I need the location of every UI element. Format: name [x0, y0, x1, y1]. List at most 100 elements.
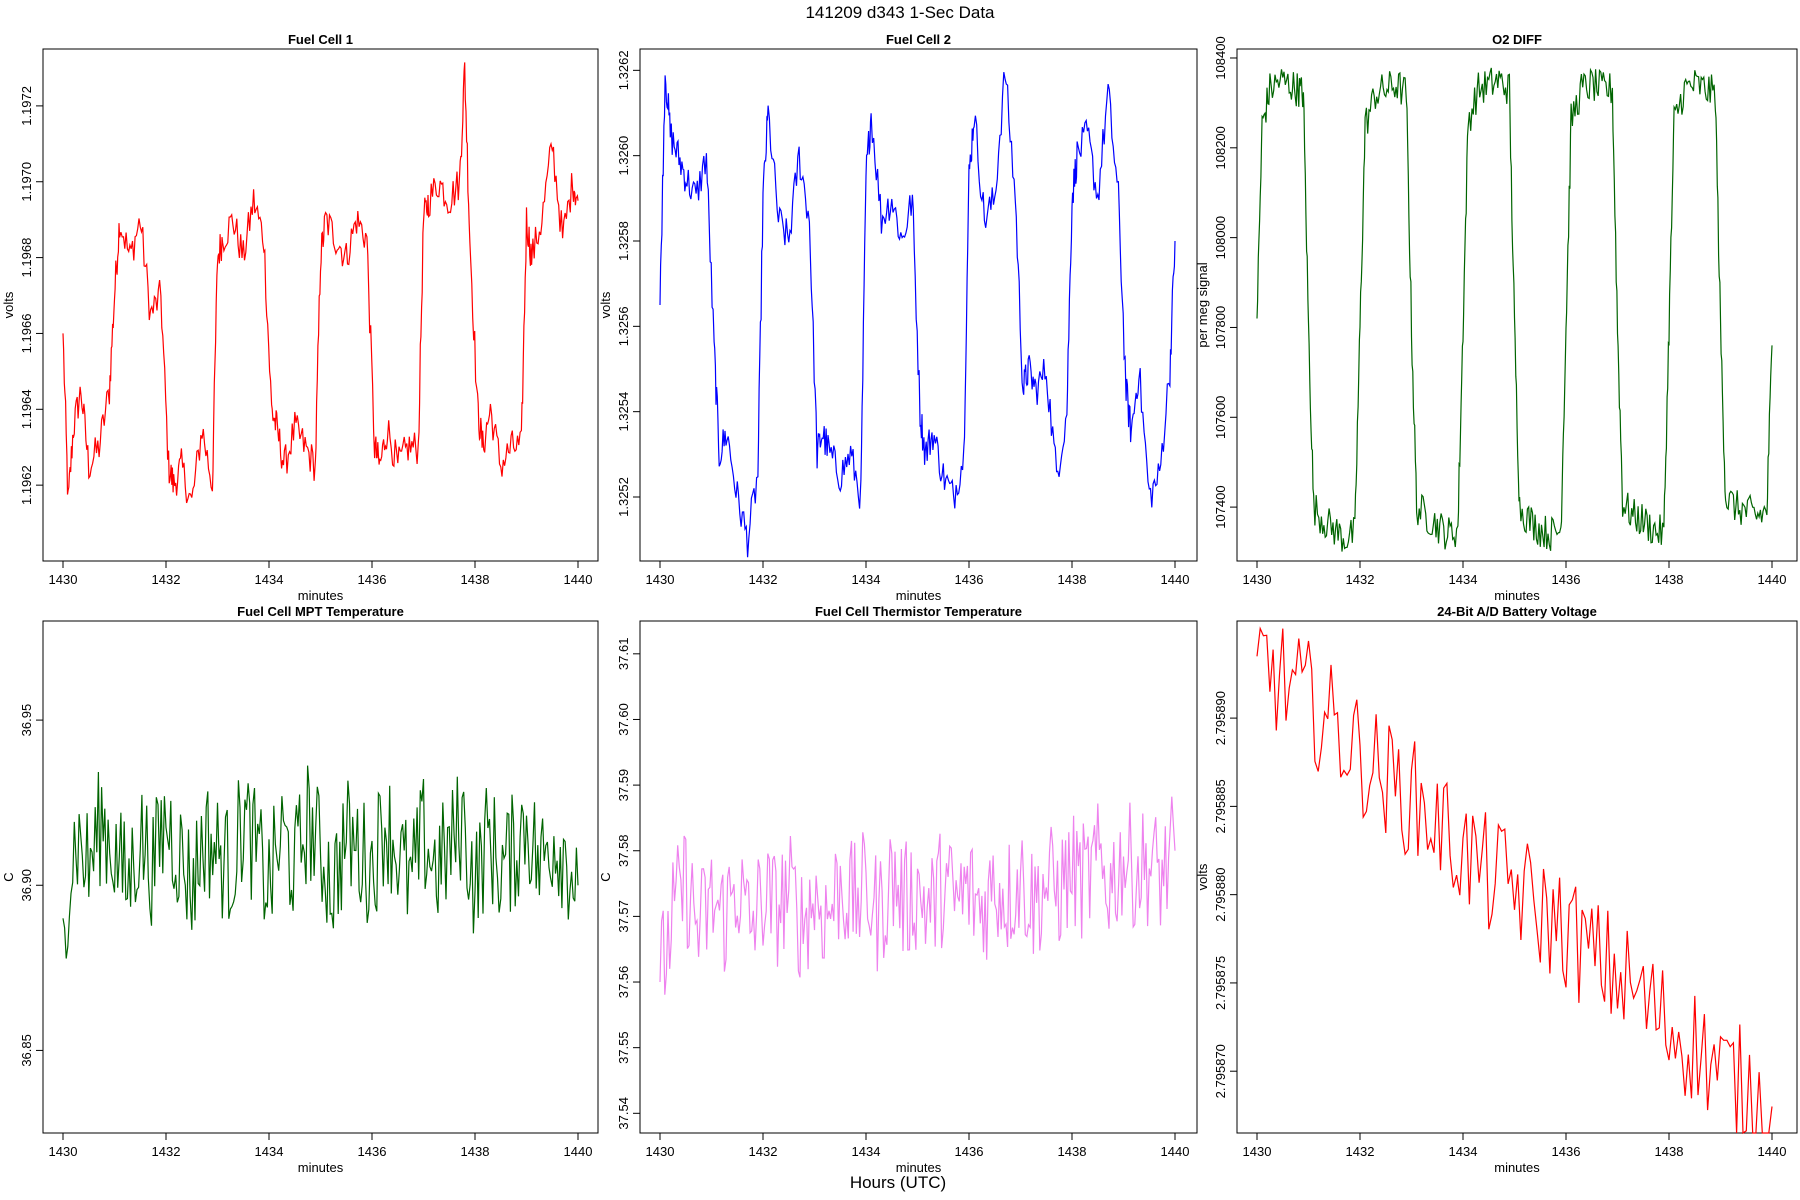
y-axis-label: volts — [598, 291, 613, 318]
y-tick-label: 1.3258 — [616, 221, 631, 261]
x-tick-label: 1438 — [461, 1144, 490, 1159]
y-tick-label: 37.57 — [616, 900, 631, 933]
y-axis-label: C — [1, 872, 16, 881]
y-tick-label: 1.1962 — [19, 465, 34, 505]
x-axis-label: minutes — [1494, 1160, 1540, 1175]
x-tick-label: 1436 — [955, 572, 984, 587]
panel-title: Fuel Cell Thermistor Temperature — [815, 604, 1022, 619]
x-tick-label: 1438 — [1655, 1144, 1684, 1159]
x-tick-label: 1432 — [749, 572, 778, 587]
x-tick-label: 1436 — [358, 572, 387, 587]
y-tick-label: 107800 — [1213, 306, 1228, 349]
x-tick-label: 1440 — [1758, 1144, 1787, 1159]
series-line — [659, 71, 1176, 558]
x-tick-label: 1432 — [749, 1144, 778, 1159]
panel-title: Fuel Cell MPT Temperature — [237, 604, 404, 619]
y-tick-label: 2.795870 — [1213, 1044, 1228, 1098]
x-axis-label: minutes — [896, 1160, 942, 1175]
series-line — [659, 796, 1176, 995]
x-tick-label: 1432 — [152, 1144, 181, 1159]
panel-title: O2 DIFF — [1492, 32, 1542, 47]
y-tick-label: 36.85 — [19, 1034, 34, 1067]
x-tick-label: 1438 — [1058, 572, 1087, 587]
y-tick-label: 1.3262 — [616, 50, 631, 90]
x-axis-label: minutes — [298, 588, 344, 603]
y-tick-label: 2.795880 — [1213, 868, 1228, 922]
y-tick-label: 1.3252 — [616, 477, 631, 517]
y-tick-label: 1.3254 — [616, 392, 631, 432]
y-axis-label: volts — [1, 291, 16, 318]
chart-panel-2: Fuel Cell 2 1430 1432 1434 1436 1438 1440 minut… — [598, 32, 1198, 603]
x-tick-label: 1430 — [646, 1144, 675, 1159]
y-tick-label: 108200 — [1213, 126, 1228, 169]
y-tick-label: 37.54 — [616, 1097, 631, 1130]
x-tick-label: 1436 — [955, 1144, 984, 1159]
x-tick-label: 1440 — [1758, 572, 1787, 587]
y-tick-label: 108400 — [1213, 36, 1228, 79]
y-axis-label: per meg signal — [1195, 262, 1210, 347]
y-tick-label: 1.3260 — [616, 136, 631, 176]
y-tick-label: 36.95 — [19, 704, 34, 737]
chart-panel-4: Fuel Cell MPT Temperature 1430 1432 1434 143… — [1, 604, 599, 1175]
y-axis-label: volts — [1195, 863, 1210, 890]
panel-title: 24-Bit A/D Battery Voltage — [1437, 604, 1597, 619]
y-tick-label: 107400 — [1213, 485, 1228, 528]
y-tick-label: 36.90 — [19, 869, 34, 902]
x-tick-label: 1436 — [1552, 1144, 1581, 1159]
y-tick-label: 108000 — [1213, 216, 1228, 259]
x-tick-label: 1436 — [1552, 572, 1581, 587]
y-tick-label: 1.1964 — [19, 389, 34, 429]
x-tick-label: 1438 — [1058, 1144, 1087, 1159]
y-tick-label: 37.55 — [616, 1031, 631, 1064]
figure-xlabel: Hours (UTC) — [850, 1173, 946, 1192]
y-tick-label: 1.1972 — [19, 86, 34, 126]
y-tick-label: 1.1966 — [19, 314, 34, 354]
x-tick-label: 1434 — [1449, 572, 1478, 587]
y-tick-label: 1.1968 — [19, 238, 34, 278]
x-tick-label: 1432 — [1346, 572, 1375, 587]
x-tick-label: 1440 — [1161, 1144, 1190, 1159]
y-tick-label: 2.795875 — [1213, 956, 1228, 1010]
x-tick-label: 1434 — [852, 1144, 881, 1159]
x-tick-label: 1430 — [49, 572, 78, 587]
x-tick-label: 1438 — [1655, 572, 1684, 587]
chart-panel-6: 24-Bit A/D Battery Voltage 1430 1432 1434 14… — [1195, 604, 1798, 1175]
x-tick-label: 1440 — [564, 1144, 593, 1159]
x-tick-label: 1430 — [646, 572, 675, 587]
chart-panel-3: O2 DIFF 1430 1432 1434 1436 1438 1440 minutes 10… — [1195, 32, 1798, 603]
series-line — [1256, 67, 1773, 552]
y-tick-label: 2.795890 — [1213, 691, 1228, 745]
x-tick-label: 1434 — [852, 572, 881, 587]
x-tick-label: 1434 — [255, 572, 284, 587]
series-line — [1256, 626, 1773, 1135]
chart-panel-1: Fuel Cell 1 1430 1432 1434 1436 1438 1440 minut… — [1, 32, 599, 603]
panel-title: Fuel Cell 1 — [288, 32, 353, 47]
y-axis-label: C — [598, 872, 613, 881]
y-tick-label: 37.60 — [616, 703, 631, 736]
x-tick-label: 1436 — [358, 1144, 387, 1159]
x-tick-label: 1430 — [1243, 572, 1272, 587]
y-tick-label: 107600 — [1213, 396, 1228, 439]
x-axis-label: minutes — [298, 1160, 344, 1175]
series-line — [62, 765, 579, 959]
x-tick-label: 1434 — [1449, 1144, 1478, 1159]
y-tick-label: 37.56 — [616, 966, 631, 999]
y-tick-label: 1.1970 — [19, 162, 34, 202]
x-tick-label: 1438 — [461, 572, 490, 587]
x-tick-label: 1432 — [152, 572, 181, 587]
y-tick-label: 1.3256 — [616, 306, 631, 346]
y-tick-label: 2.795885 — [1213, 779, 1228, 833]
x-tick-label: 1432 — [1346, 1144, 1375, 1159]
x-tick-label: 1430 — [49, 1144, 78, 1159]
x-tick-label: 1430 — [1243, 1144, 1272, 1159]
y-tick-label: 37.61 — [616, 638, 631, 671]
chart-panel-5: Fuel Cell Thermistor Temperature 1430 1432… — [598, 604, 1198, 1175]
x-axis-label: minutes — [1494, 588, 1540, 603]
series-line — [62, 62, 579, 504]
page-title: 141209 d343 1-Sec Data — [805, 3, 995, 22]
x-tick-label: 1440 — [1161, 572, 1190, 587]
x-tick-label: 1434 — [255, 1144, 284, 1159]
x-axis-label: minutes — [896, 588, 942, 603]
